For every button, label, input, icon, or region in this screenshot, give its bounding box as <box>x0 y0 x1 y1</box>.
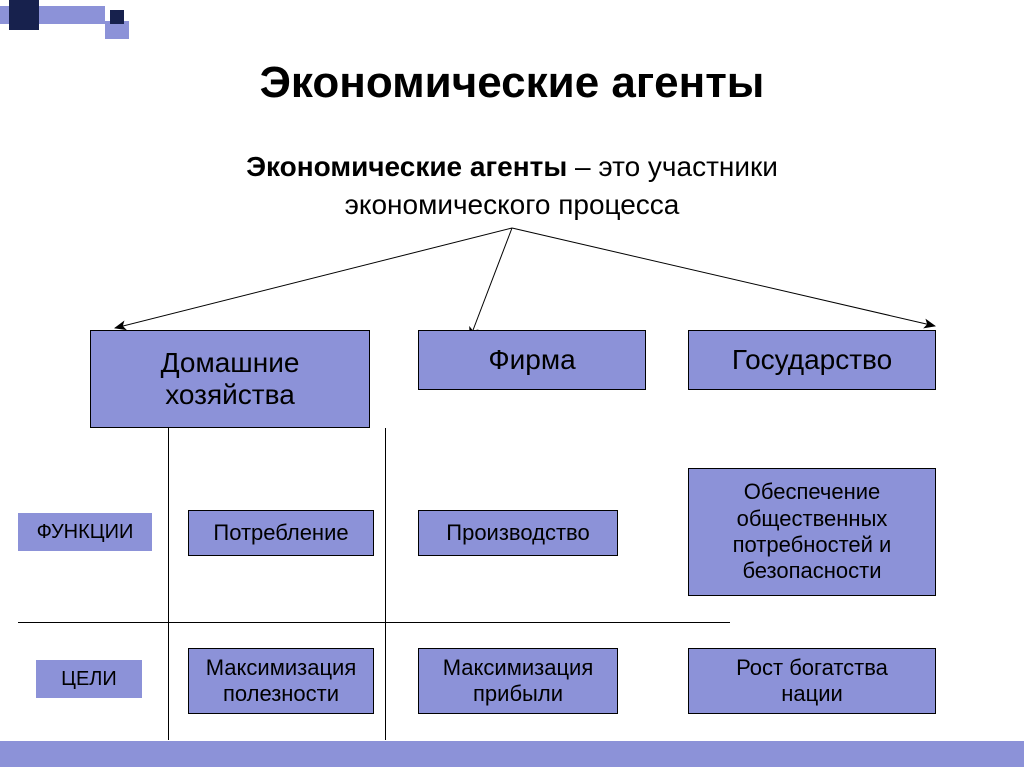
cell-public_needs: Обеспечение общественных потребностей и … <box>688 468 936 596</box>
subtitle-rest1: – это участники <box>567 151 778 182</box>
row-label-goals: ЦЕЛИ <box>36 660 142 698</box>
cell-consumption: Потребление <box>188 510 374 556</box>
agent-box-firm: Фирма <box>418 330 646 390</box>
cell-max_profit: Максимизация прибыли <box>418 648 618 714</box>
decor-square-b <box>110 10 124 24</box>
row-label-functions: ФУНКЦИИ <box>18 513 152 551</box>
slide-subtitle: Экономические агенты – это участники экон… <box>0 148 1024 224</box>
decor-square-a <box>9 0 39 30</box>
cell-max_utility: Максимизация полезности <box>188 648 374 714</box>
cell-wealth: Рост богатства нации <box>688 648 936 714</box>
slide-title: Экономические агенты <box>0 58 1024 108</box>
grid-hline-0 <box>18 622 730 623</box>
agent-box-state: Государство <box>688 330 936 390</box>
grid-vline-0 <box>168 428 169 740</box>
agent-box-households: Домашние хозяйства <box>90 330 370 428</box>
grid-vline-1 <box>385 428 386 740</box>
subtitle-bold: Экономические агенты <box>246 151 567 182</box>
slide: { "decor": { "bar_color": "#8c92d8", "sq… <box>0 0 1024 767</box>
decor-bottom-bar <box>0 741 1024 767</box>
cell-production: Производство <box>418 510 618 556</box>
subtitle-line2: экономического процесса <box>345 189 680 220</box>
